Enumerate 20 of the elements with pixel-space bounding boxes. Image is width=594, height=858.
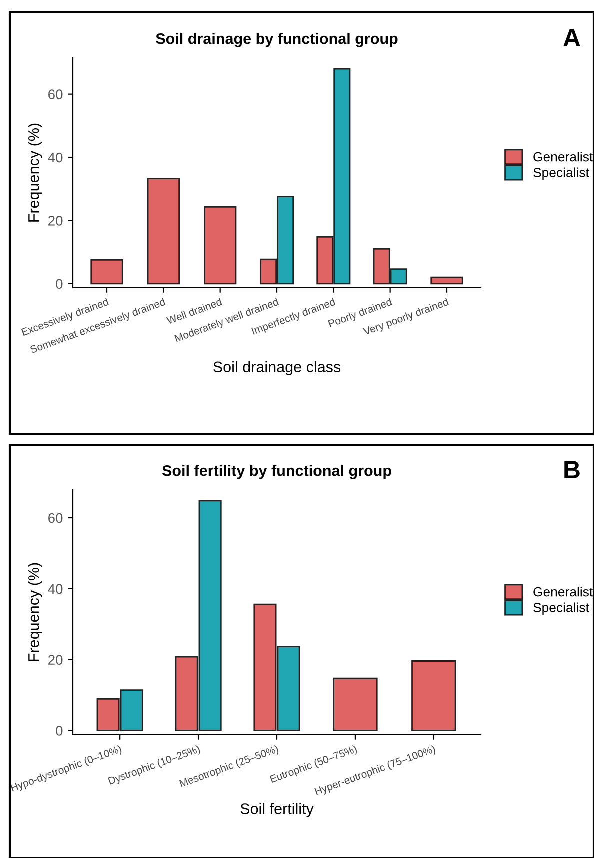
y-axis-title: Frequency (%) (28, 563, 42, 662)
y-axis-title: Frequency (%) (28, 124, 42, 222)
y-tick-label: 60 (48, 513, 63, 524)
text: A (564, 29, 580, 46)
chart-title: Soil drainage by functional group (156, 33, 398, 48)
y-tick-label: 0 (56, 726, 63, 736)
legend-label: Specialist (534, 602, 590, 616)
y-tick-label: 60 (48, 90, 63, 100)
x-axis-title: Soil drainage class (214, 361, 341, 376)
y-tick-label: 40 (48, 152, 63, 163)
y-tick-label: 20 (48, 216, 63, 226)
legend-label: Generalist (534, 587, 594, 597)
y-tick-label: 20 (48, 655, 63, 666)
x-axis-title: Soil fertility (240, 803, 314, 818)
legend-label: Specialist (534, 168, 590, 180)
y-tick-label: 0 (56, 279, 63, 290)
y-tick-label: 40 (48, 584, 63, 594)
text: B (564, 461, 580, 478)
legend-label: Generalist (534, 152, 594, 162)
chart-title: Soil fertility by functional group (162, 465, 392, 480)
